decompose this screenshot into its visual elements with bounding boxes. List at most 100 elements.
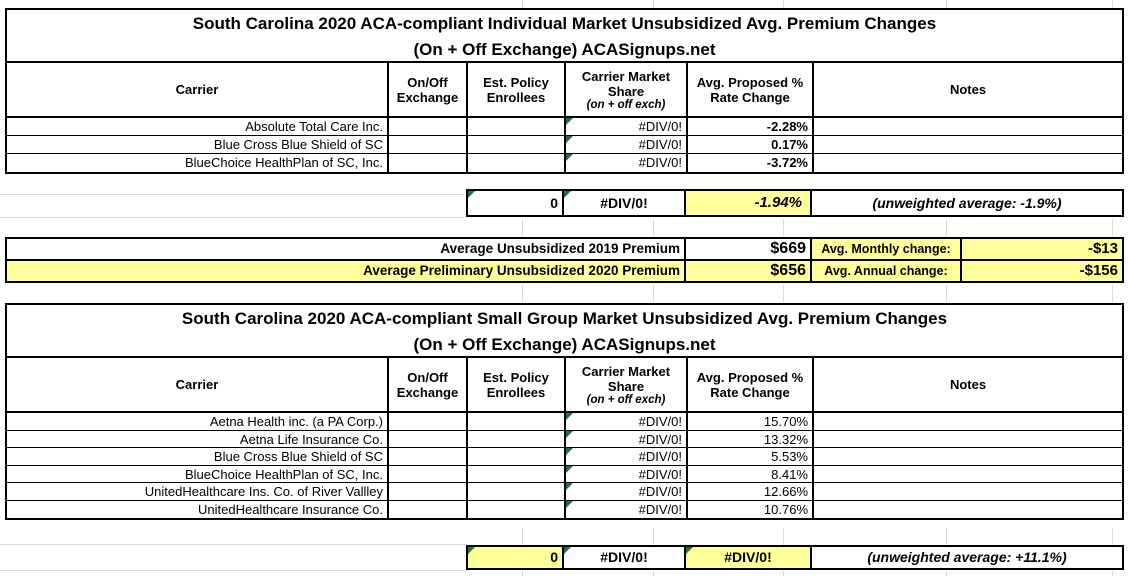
exchange-cell[interactable] bbox=[389, 500, 468, 518]
carrier-cell[interactable]: BlueChoice HealthPlan of SC, Inc. bbox=[7, 465, 389, 482]
unweighted-average-note[interactable]: (unweighted average: +11.1%) bbox=[810, 545, 1124, 570]
carrier-cell[interactable]: UnitedHealthcare Ins. Co. of River Valll… bbox=[7, 483, 389, 500]
header-carrier: Carrier bbox=[7, 63, 389, 116]
table-row: Blue Cross Blue Shield of SC #DIV/0! 0.1… bbox=[7, 136, 1122, 154]
carrier-cell[interactable]: UnitedHealthcare Insurance Co. bbox=[7, 500, 389, 518]
enrollees-cell[interactable] bbox=[468, 448, 566, 465]
total-market-share-cell[interactable]: #DIV/0! bbox=[562, 189, 686, 217]
enrollees-cell[interactable] bbox=[468, 413, 566, 430]
title-line-2: (On + Off Exchange) ACASignups.net bbox=[413, 335, 716, 354]
header-market-share-note: (on + off exch) bbox=[586, 98, 666, 111]
error-indicator-icon bbox=[686, 547, 693, 554]
enrollees-cell[interactable] bbox=[468, 500, 566, 518]
market-share-cell[interactable]: #DIV/0! bbox=[566, 483, 688, 500]
exchange-cell[interactable] bbox=[389, 413, 468, 430]
gridline bbox=[0, 194, 464, 195]
carrier-cell[interactable]: Aetna Health inc. (a PA Corp.) bbox=[7, 413, 389, 430]
notes-cell[interactable] bbox=[814, 413, 1122, 430]
monthly-change-value[interactable]: -$13 bbox=[960, 237, 1124, 261]
gridline bbox=[946, 285, 947, 302]
exchange-cell[interactable] bbox=[389, 448, 468, 465]
summary-2020-value[interactable]: $656 bbox=[684, 259, 812, 283]
summary-2020-label[interactable]: Average Preliminary Unsubsidized 2020 Pr… bbox=[5, 259, 686, 283]
monthly-change-label[interactable]: Avg. Monthly change: bbox=[810, 237, 962, 261]
table-row: Aetna Health inc. (a PA Corp.) #DIV/0! 1… bbox=[7, 413, 1122, 431]
enrollees-cell[interactable] bbox=[468, 136, 566, 153]
total-market-share-cell[interactable]: #DIV/0! bbox=[562, 545, 686, 570]
summary-2019-value[interactable]: $669 bbox=[684, 237, 812, 261]
notes-cell[interactable] bbox=[814, 448, 1122, 465]
rate-change-cell[interactable]: 10.76% bbox=[688, 500, 814, 518]
rate-change-cell[interactable]: -3.72% bbox=[688, 154, 814, 172]
market-share-cell[interactable]: #DIV/0! bbox=[566, 465, 688, 482]
unweighted-average-note[interactable]: (unweighted average: -1.9%) bbox=[810, 189, 1124, 217]
error-indicator-icon bbox=[566, 118, 573, 125]
gridline bbox=[653, 528, 654, 545]
individual-market-table: South Carolina 2020 ACA-compliant Indivi… bbox=[5, 8, 1124, 174]
exchange-cell[interactable] bbox=[389, 465, 468, 482]
table-row: Blue Cross Blue Shield of SC #DIV/0! 5.5… bbox=[7, 448, 1122, 466]
gridline bbox=[0, 570, 464, 571]
carrier-cell[interactable]: Blue Cross Blue Shield of SC bbox=[7, 136, 389, 153]
gridline bbox=[653, 0, 654, 8]
enrollees-cell[interactable] bbox=[468, 118, 566, 135]
exchange-cell[interactable] bbox=[389, 483, 468, 500]
enrollees-cell[interactable] bbox=[468, 154, 566, 172]
title-line-2: (On + Off Exchange) ACASignups.net bbox=[413, 40, 716, 59]
market-share-cell[interactable]: #DIV/0! bbox=[566, 136, 688, 153]
market-share-cell[interactable]: #DIV/0! bbox=[566, 154, 688, 172]
gridline bbox=[522, 571, 523, 576]
notes-cell[interactable] bbox=[814, 136, 1122, 153]
carrier-cell[interactable]: Absolute Total Care Inc. bbox=[7, 118, 389, 135]
notes-cell[interactable] bbox=[814, 483, 1122, 500]
notes-cell[interactable] bbox=[814, 501, 1122, 519]
gridline bbox=[0, 217, 464, 218]
summary-2019-label[interactable]: Average Unsubsidized 2019 Premium bbox=[5, 237, 686, 261]
total-rate-change-cell[interactable]: -1.94% bbox=[684, 189, 812, 217]
total-enrollees-cell[interactable]: 0 bbox=[466, 189, 564, 217]
table-row: UnitedHealthcare Insurance Co. #DIV/0! 1… bbox=[7, 500, 1122, 519]
notes-cell[interactable] bbox=[814, 466, 1122, 483]
total-rate-change-cell[interactable]: #DIV/0! bbox=[684, 545, 812, 570]
gridline bbox=[522, 285, 523, 302]
exchange-cell[interactable] bbox=[389, 136, 468, 153]
header-enrollees: Est. Policy Enrollees bbox=[468, 63, 566, 116]
enrollees-cell[interactable] bbox=[468, 483, 566, 500]
market-share-cell[interactable]: #DIV/0! bbox=[566, 413, 688, 430]
carrier-cell[interactable]: BlueChoice HealthPlan of SC, Inc. bbox=[7, 154, 389, 172]
enrollees-cell[interactable] bbox=[468, 465, 566, 482]
error-indicator-icon bbox=[468, 191, 475, 198]
notes-cell[interactable] bbox=[814, 431, 1122, 448]
header-carrier: Carrier bbox=[7, 358, 389, 411]
market-share-cell[interactable]: #DIV/0! bbox=[566, 430, 688, 447]
gridline bbox=[1112, 285, 1113, 302]
exchange-cell[interactable] bbox=[389, 118, 468, 135]
annual-change-label[interactable]: Avg. Annual change: bbox=[810, 259, 962, 283]
table-row: Aetna Life Insurance Co. #DIV/0! 13.32% bbox=[7, 430, 1122, 448]
rate-change-cell[interactable]: 8.41% bbox=[688, 465, 814, 482]
rate-change-cell[interactable]: 5.53% bbox=[688, 448, 814, 465]
market-share-cell[interactable]: #DIV/0! bbox=[566, 118, 688, 135]
market-share-cell[interactable]: #DIV/0! bbox=[566, 448, 688, 465]
rate-change-cell[interactable]: -2.28% bbox=[688, 118, 814, 135]
carrier-cell[interactable]: Aetna Life Insurance Co. bbox=[7, 430, 389, 447]
carrier-cell[interactable]: Blue Cross Blue Shield of SC bbox=[7, 448, 389, 465]
header-exchange: On/Off Exchange bbox=[389, 358, 468, 411]
exchange-cell[interactable] bbox=[389, 430, 468, 447]
market-share-cell[interactable]: #DIV/0! bbox=[566, 500, 688, 518]
rate-change-cell[interactable]: 13.32% bbox=[688, 430, 814, 447]
gridline bbox=[946, 219, 947, 236]
gridline bbox=[653, 571, 654, 576]
notes-cell[interactable] bbox=[814, 154, 1122, 172]
annual-change-value[interactable]: -$156 bbox=[960, 259, 1124, 283]
notes-cell[interactable] bbox=[814, 118, 1122, 135]
rate-change-cell[interactable]: 12.66% bbox=[688, 483, 814, 500]
exchange-cell[interactable] bbox=[389, 154, 468, 172]
total-enrollees-cell[interactable]: 0 bbox=[466, 545, 564, 570]
rate-change-cell[interactable]: 0.17% bbox=[688, 136, 814, 153]
error-indicator-icon bbox=[566, 500, 573, 508]
enrollees-cell[interactable] bbox=[468, 430, 566, 447]
column-header-row: Carrier On/Off Exchange Est. Policy Enro… bbox=[7, 63, 1122, 118]
gridline bbox=[946, 528, 947, 545]
rate-change-cell[interactable]: 15.70% bbox=[688, 413, 814, 430]
